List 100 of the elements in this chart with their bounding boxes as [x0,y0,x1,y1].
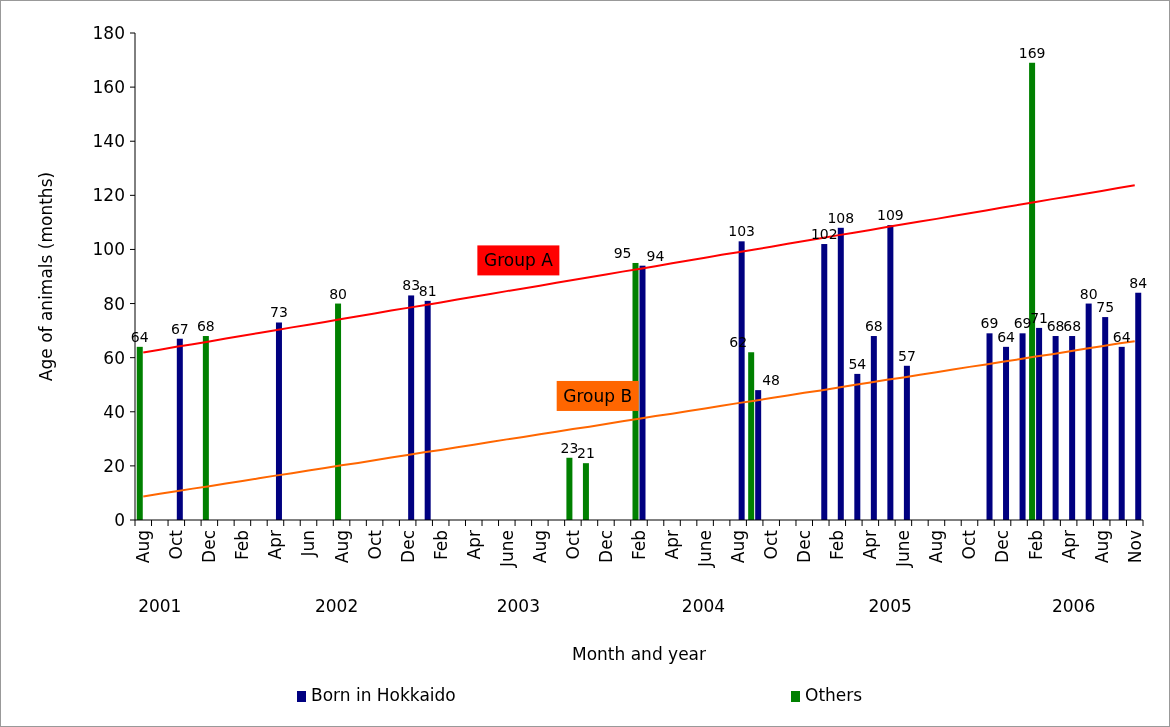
y-tick-label: 140 [92,131,125,152]
x-tick-label: Aug [529,530,550,564]
x-tick-label: Feb [430,530,451,561]
bar [755,390,762,520]
data-label: 81 [418,282,437,299]
data-label: 75 [1096,299,1115,316]
x-axis-title: Month and year [572,644,707,664]
x-tick-label: Oct [959,529,980,560]
data-label: 95 [613,244,632,261]
x-tick-label: Aug [728,530,749,564]
bar [837,227,844,520]
data-label: 69 [980,315,999,332]
bar [748,352,755,520]
x-tick-label: Feb [232,530,253,561]
x-tick-label: June [496,530,517,569]
y-tick-label: 80 [103,293,125,314]
x-tick-label: Aug [926,530,947,564]
data-label: 68 [1063,318,1082,335]
x-tick-label: Feb [628,530,649,561]
bar [275,322,282,520]
legend-label: Born in Hokkaido [311,685,456,705]
bar [870,336,877,520]
data-label: 64 [997,328,1016,345]
x-tick-label: Apr [265,530,286,560]
bar [566,457,573,520]
x-tick-label: Apr [1058,530,1079,560]
text: 2004 [681,596,726,616]
bar [821,244,828,520]
data-label: 48 [762,372,780,389]
x-tick-label: Aug [331,530,352,564]
y-tick-label: 180 [92,22,125,43]
bar [639,265,646,520]
bar [1102,317,1109,520]
data-label: 68 [864,318,883,335]
y-tick-label: 120 [92,185,125,206]
x-tick-label: Dec [595,530,616,563]
data-label: 57 [897,347,916,364]
bar [202,336,209,520]
text: 2001 [138,596,182,616]
bar [408,295,415,520]
bar [1036,327,1043,520]
data-label: 94 [646,247,665,264]
text: 2003 [496,596,540,616]
x-tick-label: Oct [761,529,782,560]
y-tick-label: 20 [103,455,125,476]
bar [887,225,894,520]
x-tick-label: Oct [562,529,583,560]
x-tick-label: Feb [827,530,848,561]
bar [1118,346,1125,520]
data-label: 23 [560,439,579,456]
bar [176,338,183,520]
data-label: 73 [270,304,288,321]
bar [582,463,589,520]
y-axis-title: Age of animals (months) [36,171,56,382]
bar [1003,346,1010,520]
x-tick-label: Aug [133,530,154,564]
x-tick-label: Oct [364,529,385,560]
data-label: 80 [1079,285,1098,302]
bar [1052,336,1059,520]
x-tick-label: June [893,530,914,569]
data-label: 103 [728,223,756,240]
x-tick-label: June [695,530,716,569]
y-tick-label: 40 [103,401,125,422]
data-label: 80 [329,285,347,302]
data-label: 64 [130,328,149,345]
x-tick-label: Dec [397,530,418,563]
bar [986,333,993,520]
data-label: 67 [170,320,189,337]
x-tick-label: Dec [199,530,220,563]
data-label: 108 [827,209,855,226]
x-tick-label: Apr [662,530,682,560]
x-tick-label: Apr [463,530,484,560]
bar [1019,333,1026,520]
x-tick-label: Jun [298,530,319,558]
bar [136,346,143,520]
data-label: 169 [1018,44,1046,61]
x-tick-label: Apr [860,530,881,560]
y-tick-label: 100 [92,239,125,260]
bar [903,365,910,520]
bar [854,373,861,520]
x-tick-label: Dec [992,530,1013,563]
y-tick-label: 160 [92,77,125,98]
bar [335,303,342,520]
y-tick-label: 60 [103,347,125,368]
data-label: 68 [196,318,215,335]
x-tick-label: Aug [1091,530,1112,564]
x-tick-label: Dec [794,530,815,563]
legend-label: Others [805,685,863,705]
data-label: 21 [577,445,595,462]
data-label: 64 [1112,328,1131,345]
text: 2002 [314,596,359,616]
bar [1085,303,1092,520]
bar [1069,336,1076,520]
series-label: Group A [483,250,554,271]
data-label: 109 [877,207,904,224]
data-label: 84 [1129,274,1148,291]
data-label: 68 [1046,318,1065,335]
bar [424,300,431,520]
x-tick-label: Nov [1124,530,1145,564]
data-label: 54 [848,355,867,372]
